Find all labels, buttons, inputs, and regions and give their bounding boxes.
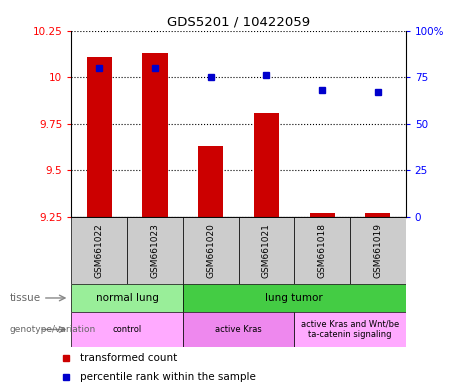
Text: lung tumor: lung tumor (266, 293, 323, 303)
Bar (71, 312, 183, 347)
Bar (183, 284, 406, 312)
Bar (71, 217, 127, 284)
Bar (254, 113, 279, 217)
Text: tissue: tissue (9, 293, 41, 303)
Bar (350, 217, 406, 284)
Text: GSM661021: GSM661021 (262, 223, 271, 278)
Text: genotype/variation: genotype/variation (9, 325, 95, 334)
Title: GDS5201 / 10422059: GDS5201 / 10422059 (167, 15, 310, 28)
Bar (87, 57, 112, 217)
Text: control: control (112, 325, 142, 334)
Text: GSM661018: GSM661018 (318, 223, 327, 278)
Bar (294, 312, 406, 347)
Text: GSM661023: GSM661023 (150, 223, 160, 278)
Text: GSM661022: GSM661022 (95, 223, 104, 278)
Bar (365, 213, 390, 217)
Text: GSM661020: GSM661020 (206, 223, 215, 278)
Bar (183, 312, 294, 347)
Text: normal lung: normal lung (96, 293, 159, 303)
Text: active Kras and Wnt/be
ta-catenin signaling: active Kras and Wnt/be ta-catenin signal… (301, 320, 399, 339)
Bar (71, 284, 183, 312)
Text: GSM661019: GSM661019 (373, 223, 382, 278)
Bar (142, 53, 167, 217)
Text: percentile rank within the sample: percentile rank within the sample (80, 372, 256, 382)
Bar (294, 217, 350, 284)
Bar (310, 213, 335, 217)
Bar (127, 217, 183, 284)
Text: active Kras: active Kras (215, 325, 262, 334)
Bar (183, 217, 238, 284)
Bar (198, 146, 223, 217)
Bar (238, 217, 294, 284)
Text: transformed count: transformed count (80, 353, 177, 363)
